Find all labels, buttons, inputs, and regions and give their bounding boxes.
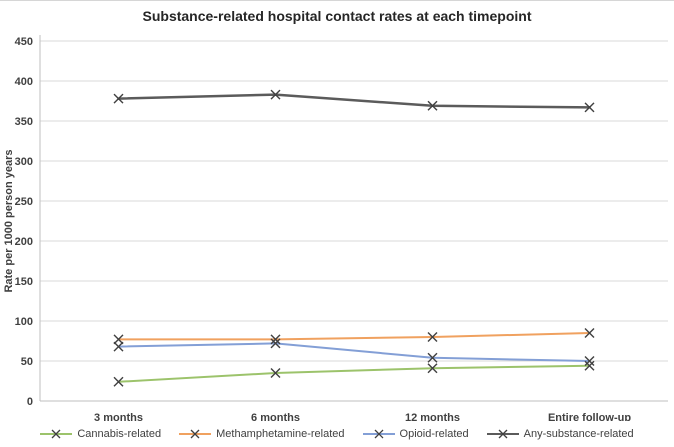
legend-label: Opioid-related — [399, 428, 469, 440]
y-tick-label: 250 — [15, 196, 33, 208]
legend-line-x-marker-icon — [40, 429, 73, 439]
legend-label: Any-substance-related — [523, 428, 634, 440]
y-tick-label: 300 — [15, 156, 33, 168]
data-point-x-marker-icon — [270, 368, 281, 378]
series-line-cannabis-related — [117, 364, 591, 383]
data-point-x-marker-icon — [113, 93, 124, 104]
series-line-opioid-related — [117, 342, 591, 362]
chart-title: Substance-related hospital contact rates… — [142, 8, 532, 24]
legend-label: Methamphetamine-related — [216, 428, 345, 440]
y-axis-label: Rate per 1000 person years — [3, 149, 15, 292]
y-tick-label: 0 — [27, 396, 33, 408]
y-tick-label: 100 — [15, 316, 33, 328]
legend-line-x-marker-icon — [179, 429, 212, 439]
legend-line-x-marker-icon — [362, 429, 395, 439]
plot-area: 0 50 100 150 200 250 300 350 400 450 Rate per 1000… — [3, 35, 668, 421]
series-line-methamphetamine-related — [117, 332, 591, 341]
y-tick-label: 450 — [15, 36, 33, 48]
x-tick-label: 12 months — [405, 412, 460, 421]
legend: Cannabis-related Methamphetamine-related O… — [0, 421, 674, 447]
data-point-x-marker-icon — [427, 352, 438, 363]
legend-item-opioid-related: Opioid-related — [362, 428, 469, 440]
legend-label: Cannabis-related — [77, 428, 162, 440]
y-tick-label: 400 — [15, 76, 33, 88]
data-point-x-marker-icon — [584, 102, 595, 113]
data-point-x-marker-icon — [584, 360, 595, 371]
legend-item-any-substance-related: Any-substance-related — [486, 428, 634, 440]
data-point-x-marker-icon — [113, 376, 124, 387]
legend-line-x-marker-icon — [486, 429, 519, 439]
data-point-x-marker-icon — [427, 363, 438, 374]
data-point-x-marker-icon — [584, 356, 595, 366]
x-tick-label: 3 months — [94, 412, 143, 421]
data-point-x-marker-icon — [113, 341, 124, 352]
y-tick-label: 350 — [15, 116, 33, 128]
legend-item-cannabis-related: Cannabis-related — [40, 428, 161, 440]
data-point-x-marker-icon — [113, 334, 124, 345]
series-line-any-substance-related — [117, 93, 591, 109]
data-point-x-marker-icon — [270, 338, 281, 349]
y-tick-label: 200 — [15, 236, 33, 248]
y-tick-label: 150 — [15, 276, 33, 288]
data-point-x-marker-icon — [270, 89, 281, 100]
legend-item-methamphetamine-related: Methamphetamine-related — [179, 428, 345, 440]
x-tick-label: 6 months — [251, 412, 300, 421]
data-point-x-marker-icon — [584, 328, 595, 338]
data-point-x-marker-icon — [427, 100, 438, 111]
x-tick-label: Entire follow-up — [548, 412, 631, 421]
data-point-x-marker-icon — [427, 332, 438, 342]
data-point-x-marker-icon — [270, 334, 281, 345]
y-tick-label: 50 — [21, 356, 33, 368]
